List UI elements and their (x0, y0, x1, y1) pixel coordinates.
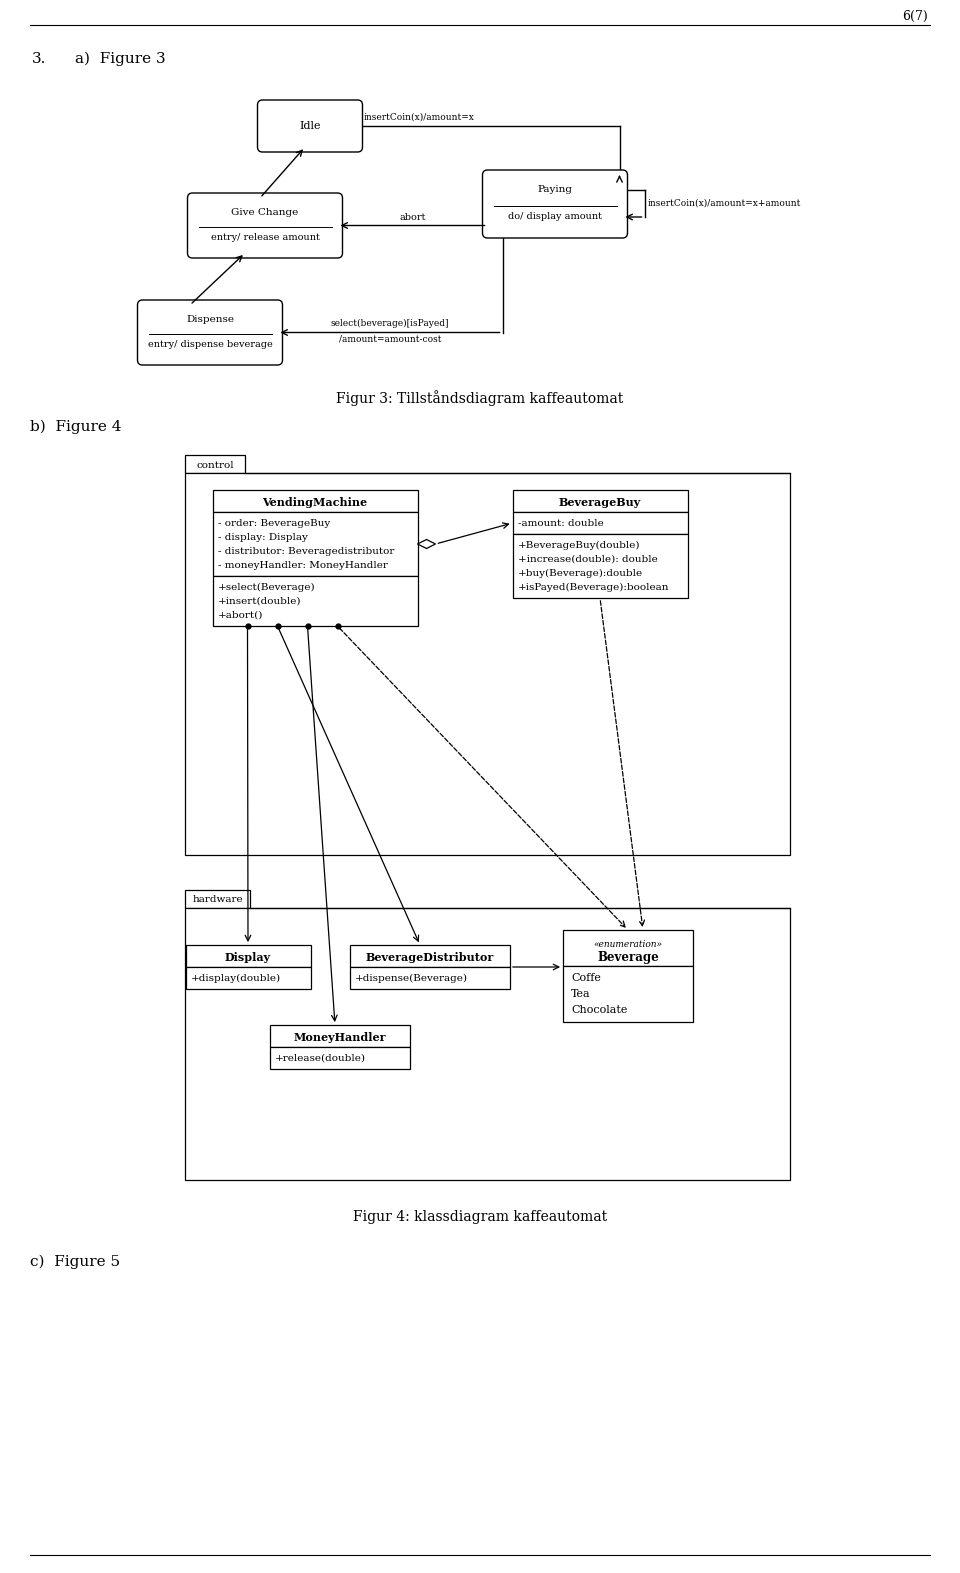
FancyBboxPatch shape (483, 170, 628, 238)
Text: +buy(Beverage):double: +buy(Beverage):double (517, 569, 642, 579)
Text: Idle: Idle (300, 121, 321, 131)
Bar (185, 473, 790, 856)
Text: Coffe: Coffe (571, 974, 601, 983)
Text: Figur 3: Tillståndsdiagram kaffeautomat: Figur 3: Tillståndsdiagram kaffeautomat (336, 390, 624, 406)
Text: +select(Beverage): +select(Beverage) (218, 584, 315, 591)
Bar (513, 491, 687, 511)
Bar (185, 455, 245, 473)
Text: +dispense(Beverage): +dispense(Beverage) (355, 974, 468, 983)
Text: BeverageDistributor: BeverageDistributor (366, 952, 494, 963)
Text: MoneyHandler: MoneyHandler (294, 1032, 386, 1043)
Text: +isPayed(Beverage):boolean: +isPayed(Beverage):boolean (517, 584, 669, 591)
Text: Tea: Tea (571, 989, 590, 999)
Text: control: control (196, 461, 234, 469)
Bar (350, 967, 510, 989)
Text: 3.: 3. (32, 52, 46, 66)
Text: BeverageBuy: BeverageBuy (559, 497, 641, 508)
Bar (212, 511, 418, 576)
Bar (563, 966, 693, 1022)
Text: - moneyHandler: MoneyHandler: - moneyHandler: MoneyHandler (218, 562, 388, 569)
Bar (185, 967, 310, 989)
Bar (185, 890, 250, 908)
Bar (212, 576, 418, 626)
Text: Beverage: Beverage (597, 950, 659, 964)
Text: Figur 4: klassdiagram kaffeautomat: Figur 4: klassdiagram kaffeautomat (353, 1210, 607, 1224)
Text: /amount=amount-cost: /amount=amount-cost (339, 335, 442, 343)
Bar (185, 908, 790, 1180)
Text: a)  Figure 3: a) Figure 3 (75, 52, 166, 66)
Text: insertCoin(x)/amount=x+amount: insertCoin(x)/amount=x+amount (647, 200, 801, 208)
Text: +increase(double): double: +increase(double): double (517, 555, 658, 565)
Bar (513, 511, 687, 533)
Text: b)  Figure 4: b) Figure 4 (30, 420, 122, 434)
Text: +display(double): +display(double) (190, 974, 280, 983)
Text: do/ display amount: do/ display amount (508, 212, 602, 220)
Bar (350, 945, 510, 967)
Text: Chocolate: Chocolate (571, 1005, 628, 1015)
Bar (270, 1048, 410, 1070)
Text: 6(7): 6(7) (902, 9, 928, 24)
Text: insertCoin(x)/amount=x: insertCoin(x)/amount=x (364, 113, 474, 123)
Text: entry/ release amount: entry/ release amount (210, 233, 320, 242)
Text: Give Change: Give Change (231, 208, 299, 217)
Text: VendingMachine: VendingMachine (262, 497, 368, 508)
Text: Dispense: Dispense (186, 315, 234, 324)
Text: c)  Figure 5: c) Figure 5 (30, 1255, 120, 1269)
Text: select(beverage)[isPayed]: select(beverage)[isPayed] (331, 319, 449, 329)
FancyBboxPatch shape (187, 193, 343, 258)
Bar (513, 533, 687, 598)
Bar (563, 930, 693, 966)
Text: «enumeration»: «enumeration» (593, 941, 662, 949)
Text: hardware: hardware (192, 895, 243, 904)
Text: +insert(double): +insert(double) (218, 598, 301, 606)
Text: entry/ dispense beverage: entry/ dispense beverage (148, 340, 273, 349)
Bar (270, 1026, 410, 1048)
Text: Display: Display (225, 952, 271, 963)
Text: -amount: double: -amount: double (517, 519, 603, 529)
FancyBboxPatch shape (137, 300, 282, 365)
Text: - order: BeverageBuy: - order: BeverageBuy (218, 519, 329, 529)
Bar (185, 945, 310, 967)
FancyBboxPatch shape (257, 101, 363, 153)
Text: - display: Display: - display: Display (218, 533, 307, 543)
Bar (212, 491, 418, 511)
Text: Paying: Paying (538, 186, 572, 193)
Text: +abort(): +abort() (218, 610, 263, 620)
Text: - distributor: Beveragedistributor: - distributor: Beveragedistributor (218, 547, 394, 555)
Text: +release(double): +release(double) (275, 1054, 366, 1063)
Text: abort: abort (399, 212, 425, 222)
Text: +BeverageBuy(double): +BeverageBuy(double) (517, 541, 640, 551)
